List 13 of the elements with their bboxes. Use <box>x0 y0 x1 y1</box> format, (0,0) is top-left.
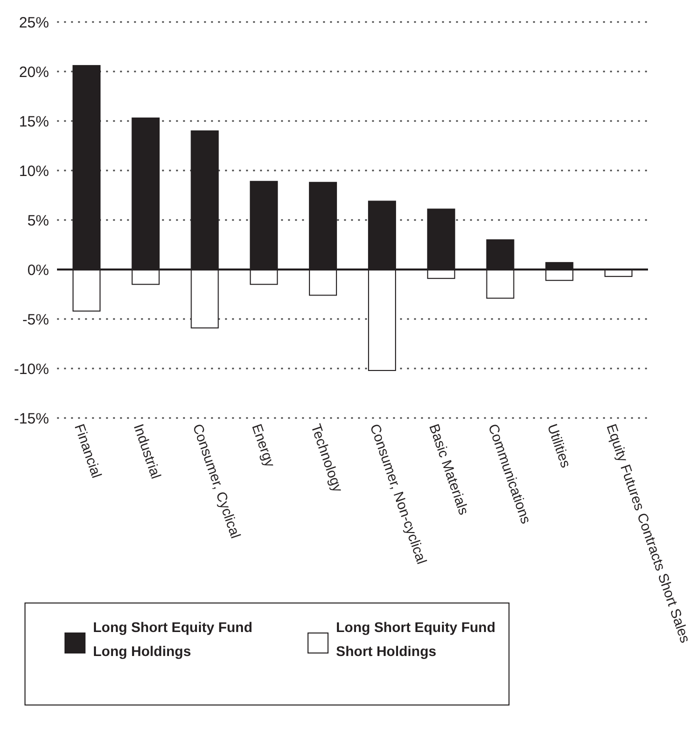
y-tick-label: 10% <box>18 162 49 180</box>
x-tick-label: Utilities <box>544 422 574 470</box>
legend-label: Long Short Equity Fund Long Holdings <box>93 619 252 659</box>
y-tick-label: 0% <box>27 262 49 279</box>
y-tick-label: -15% <box>14 410 49 428</box>
y-tick-label: -5% <box>22 311 49 328</box>
legend-label: Long Short Equity Fund Short Holdings <box>336 619 496 659</box>
y-tick-label: -10% <box>14 360 49 378</box>
y-tick-label: 25% <box>18 14 49 32</box>
y-tick-label: 20% <box>18 64 49 81</box>
x-tick-label: Energy <box>249 422 279 469</box>
y-tick-label: 15% <box>18 113 49 130</box>
y-tick-label: 5% <box>27 212 49 230</box>
